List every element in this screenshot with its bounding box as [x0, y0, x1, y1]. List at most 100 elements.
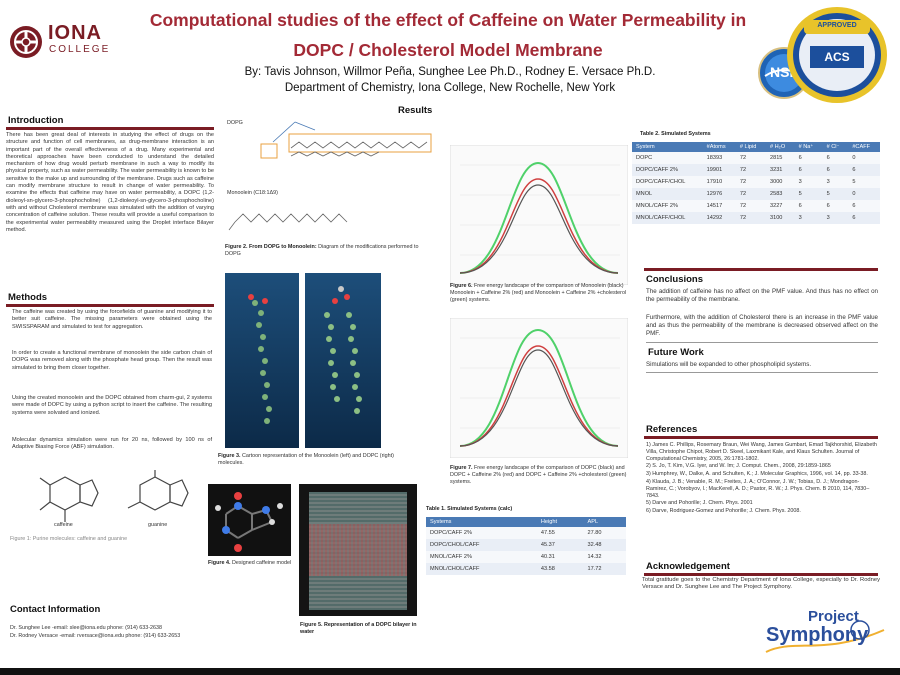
- project-symphony-line2: Symphony: [766, 624, 869, 646]
- figure7-caption-text: Free energy landscape of the comparison …: [450, 465, 627, 485]
- table2: System #Atoms # Lipid # H₂O # Na⁺ # Cl⁻ …: [632, 142, 880, 224]
- project-symphony-line1: Project: [808, 608, 859, 625]
- table2-cell: 14517: [702, 200, 736, 212]
- introduction-title: Introduction: [8, 115, 64, 126]
- table2-cell: 2815: [765, 152, 795, 164]
- introduction-text: There has been great deal of interests i…: [6, 132, 214, 233]
- table1-header: APL: [583, 517, 626, 527]
- poster-title-line2: DOPC / Cholesterol Model Membrane: [293, 40, 603, 60]
- figure4-caffeine-render: [208, 484, 291, 556]
- table2-cell: 3000: [765, 176, 795, 188]
- table2-cell: 2583: [765, 188, 795, 200]
- table1-cell: 17.72: [583, 563, 626, 575]
- table-row: MNOL 12976 72 2583 5 5 0: [632, 188, 880, 200]
- table2-cell: 72: [735, 152, 766, 164]
- table1-cell: DOPC/CAFF 2%: [426, 527, 537, 539]
- table2-cell: 72: [735, 164, 766, 176]
- table1-cell: MNOL/CAFF 2%: [426, 551, 537, 563]
- table2-cell: 14292: [702, 212, 736, 224]
- table2-header-row: System #Atoms # Lipid # H₂O # Na⁺ # Cl⁻ …: [632, 142, 880, 152]
- table1-cell: 43.58: [536, 563, 584, 575]
- table-row: DOPC 18393 72 2815 6 6 0: [632, 152, 880, 164]
- figure2-dopg-label: DOPG: [227, 120, 243, 126]
- conclusions-title: Conclusions: [646, 274, 704, 285]
- table1-cell: 14.32: [583, 551, 626, 563]
- table2-cell: 5: [794, 188, 823, 200]
- future-work-text: Simulations will be expanded to other ph…: [646, 361, 812, 368]
- table2-cell: 6: [794, 152, 823, 164]
- table2-cell: 72: [735, 200, 766, 212]
- caffeine-molecule-icon: [215, 492, 283, 552]
- references-list: 1) James C. Phillips, Rosemary Braun, We…: [646, 442, 880, 516]
- figure7-caption-bold: Figure 7.: [450, 465, 473, 471]
- table2-cell: 6: [848, 200, 880, 212]
- conclusions-paragraph-2: Furthermore, with the addition of Choles…: [646, 314, 878, 337]
- references-title: References: [646, 424, 698, 435]
- lipid-structures-icon: [228, 121, 432, 231]
- guanine-label: guanine: [148, 522, 168, 528]
- table-row: DOPC/CAFF 2% 47.55 27.80: [426, 527, 626, 539]
- table1-cell: 47.55: [536, 527, 584, 539]
- methods-paragraph-4: Molecular dynamics simulation were run f…: [12, 437, 212, 451]
- reference-item: 4) Klauda, J. B.; Venable, R. M.; Freite…: [646, 478, 870, 499]
- figure5-bilayer-render: [299, 484, 417, 616]
- figure2-monoolein-label: Monoolein (C18:1Δ9): [227, 190, 278, 196]
- table2-header: #CAFF: [848, 142, 880, 152]
- future-work-title: Future Work: [648, 347, 704, 358]
- table2-cell: 6: [794, 200, 823, 212]
- table2-cell: 19901: [702, 164, 736, 176]
- iona-logo-line2: COLLEGE: [49, 44, 111, 55]
- table1-header: Systems: [426, 517, 537, 527]
- table2-cell: 5: [848, 176, 880, 188]
- table-row: MNOL/CHOL/CAFF 43.58 17.72: [426, 563, 626, 575]
- table2-cell: 6: [848, 212, 880, 224]
- table2-cell: MNOL: [632, 188, 703, 200]
- table-row: MNOL/CAFF 2% 14517 72 3227 6 6 6: [632, 200, 880, 212]
- table2-cell: 3227: [765, 200, 795, 212]
- methods-paragraph-1: The caffeine was created by using the fo…: [12, 309, 212, 330]
- purine-structures-icon: [39, 470, 189, 522]
- table2-cell: 12976: [702, 188, 736, 200]
- methods-paragraph-3: Using the created monoolein and the DOPC…: [12, 395, 212, 416]
- table2-cell: 3: [794, 176, 823, 188]
- symphony-swoosh-icon: [765, 620, 885, 653]
- table-row: MNOL/CAFF 2% 40.31 14.32: [426, 551, 626, 563]
- poster-bottom-border: [0, 668, 900, 675]
- figure6-caption-text: Free energy landscape of the comparison …: [450, 283, 627, 303]
- purine-molecules-figure: caffeine guanine Figure 1: Purine molecu…: [10, 470, 210, 550]
- table1: Systems Height APL DOPC/CAFF 2% 47.55 27…: [426, 517, 626, 575]
- figure6-free-energy-plot: [449, 144, 629, 286]
- table1-cell: 32.48: [583, 539, 626, 551]
- table2-title: Table 2. Simulated Systems: [640, 131, 711, 137]
- poster-department: Department of Chemistry, Iona College, N…: [284, 82, 616, 94]
- conclusions-paragraph-1: The addition of caffeine has no affect o…: [646, 288, 878, 303]
- table2-header: # Na⁺: [794, 142, 823, 152]
- methods-rule: [6, 304, 214, 307]
- reference-item: 5) Darve and Pohorille; J. Chem. Phys. 2…: [646, 500, 753, 507]
- references-rule: [644, 436, 878, 439]
- table2-cell: MNOL/CAFF 2%: [632, 200, 703, 212]
- table2-cell: 0: [848, 188, 880, 200]
- figure5-caption: Figure 5. Representation of a DOPC bilay…: [300, 622, 418, 636]
- table2-cell: DOPC: [632, 152, 703, 164]
- figure2-caption-bold: Figure 2. From DOPG to Monoolein:: [225, 244, 317, 250]
- contact-line-1: Dr. Sunghee Lee -email: slee@iona.edu ph…: [10, 625, 163, 631]
- figure3-monoolein-render: [225, 273, 299, 448]
- table-row: MNOL/CAFF/CHOL 14292 72 3100 3 3 6: [632, 212, 880, 224]
- figure5-caption-bold: Figure 5. Representation of a DOPC bilay…: [300, 622, 417, 635]
- table2-cell: 3: [822, 212, 849, 224]
- conclusions-rule: [644, 268, 878, 271]
- table2-cell: 6: [794, 164, 823, 176]
- iona-seal-icon: [10, 26, 42, 58]
- table2-header: #Atoms: [702, 142, 736, 152]
- table-row: DOPC/CAFF/CHOL 17910 72 3000 3 3 5: [632, 176, 880, 188]
- approved-text: APPROVED: [817, 22, 857, 29]
- table2-cell: 3231: [765, 164, 795, 176]
- table2-cell: MNOL/CAFF/CHOL: [632, 212, 703, 224]
- monoolein-molecule-icon: [248, 294, 272, 424]
- future-work-underline: [646, 372, 878, 373]
- caffeine-label: caffeine: [54, 522, 73, 528]
- table2-cell: 3100: [765, 212, 795, 224]
- methods-paragraph-2: In order to create a functional membrane…: [12, 350, 212, 371]
- introduction-rule: [6, 127, 214, 130]
